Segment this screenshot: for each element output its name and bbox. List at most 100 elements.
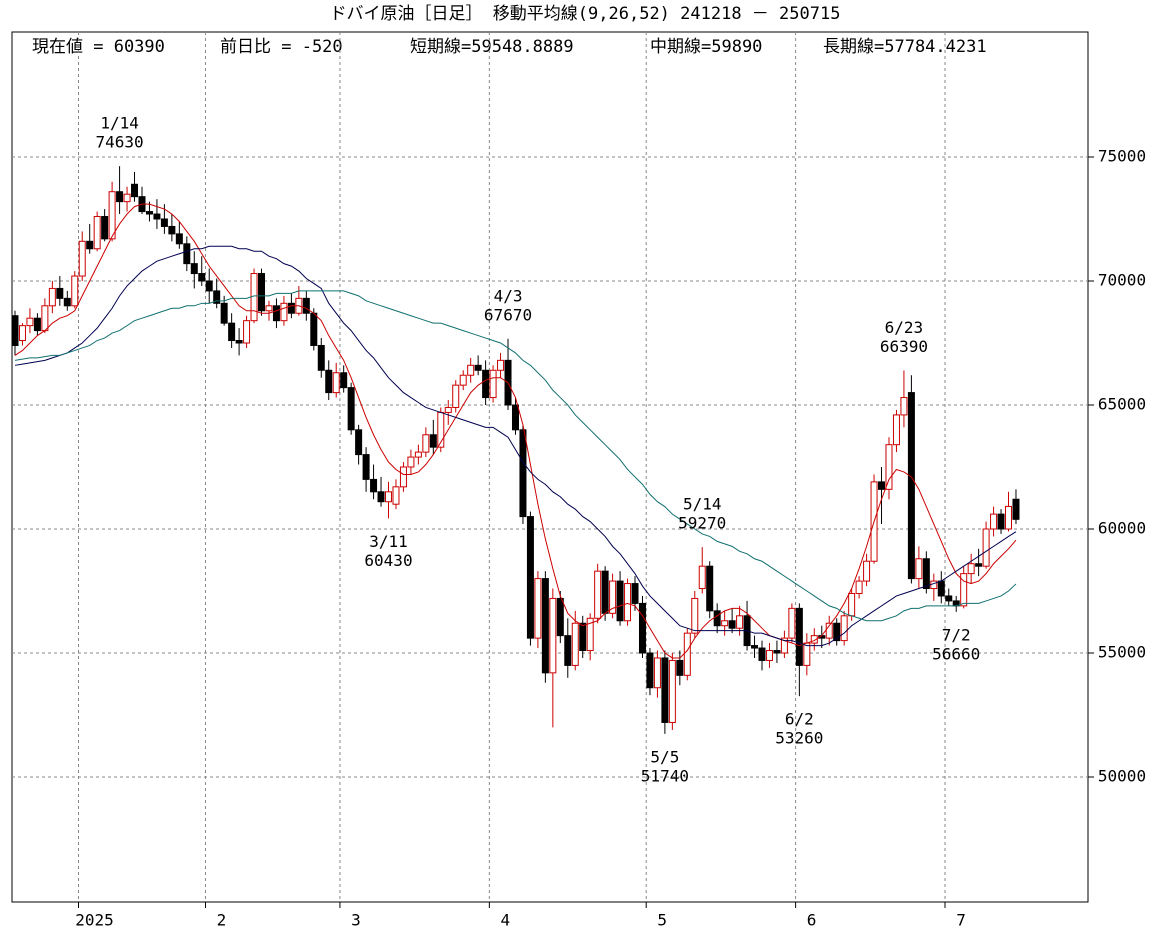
candle-body [497, 359, 505, 371]
x-tick-label: 2025 [75, 911, 114, 930]
candle-body [691, 597, 699, 634]
candle-body [123, 193, 131, 203]
candle-body [803, 642, 811, 666]
candle-body [661, 657, 669, 723]
candle-body [452, 384, 460, 408]
candle-body [698, 565, 706, 590]
candle-body [272, 305, 280, 322]
candle-body [594, 570, 602, 619]
candle-body [243, 320, 251, 344]
candle-body [1012, 498, 1020, 520]
candle-body [145, 211, 153, 215]
info-item: 長期線=57784.4231 [823, 37, 987, 57]
candle-body [728, 620, 736, 629]
y-tick-label: 60000 [1098, 519, 1146, 538]
candle-body [250, 273, 258, 322]
x-tick-label: 5 [657, 911, 667, 930]
y-tick-label: 65000 [1098, 394, 1146, 413]
candle-body [564, 635, 572, 666]
candle-body [1005, 505, 1013, 530]
annotation-value: 66390 [880, 337, 928, 356]
candle-body [833, 622, 841, 642]
candle-body [63, 297, 71, 307]
y-tick-label: 50000 [1098, 767, 1146, 786]
candle-body [878, 481, 886, 490]
candle-body [930, 580, 938, 590]
candle-body [683, 632, 691, 676]
candle-body [198, 273, 206, 282]
candle-body [825, 622, 833, 639]
annotation-date: 3/11 [369, 532, 408, 551]
candle-body [937, 580, 945, 597]
candle-body [848, 592, 856, 617]
candle-body [370, 478, 378, 493]
candle-body [810, 635, 818, 644]
candle-body [317, 344, 325, 371]
candle-body [86, 240, 94, 250]
candle-body [967, 563, 975, 575]
candle-body [489, 369, 497, 399]
candle-body [892, 414, 900, 446]
candle-body [706, 565, 714, 612]
candle-body [579, 622, 587, 652]
candle-body [765, 650, 773, 661]
candle-body [78, 240, 86, 277]
annotation-date: 5/5 [650, 747, 679, 766]
candle-body [668, 659, 676, 723]
candle-body [556, 597, 564, 637]
candle-body [422, 434, 430, 453]
candle-body [56, 287, 64, 299]
candle-body [205, 280, 213, 292]
plot-frame [11, 31, 1089, 903]
candle-body [855, 580, 863, 594]
candle-body [900, 397, 908, 416]
info-item: 中期線=59890 [650, 37, 762, 57]
candle-body [41, 305, 49, 332]
x-tick-label: 4 [501, 911, 511, 930]
candle-body [168, 225, 176, 235]
candle-body [773, 650, 781, 654]
candle-body [213, 290, 221, 304]
candle-body [549, 597, 557, 674]
moving-average-line [14, 290, 1017, 622]
candle-body [414, 451, 422, 458]
x-tick-label: 2 [217, 911, 227, 930]
candle-body [653, 657, 661, 689]
candle-body [93, 216, 101, 250]
info-item: 前日比 = -520 [220, 37, 343, 57]
y-tick-label: 75000 [1098, 146, 1146, 165]
annotation-date: 6/2 [785, 710, 814, 729]
annotation-value: 56660 [932, 644, 980, 663]
candle-body [624, 583, 632, 622]
candle-body [340, 372, 348, 389]
candle-body [751, 645, 759, 649]
candle-body [631, 583, 639, 604]
candle-body [33, 317, 41, 332]
candle-body [190, 263, 198, 275]
candle-body [108, 191, 116, 240]
candle-body [541, 578, 549, 674]
candle-body [885, 444, 893, 490]
candle-body [616, 580, 624, 622]
candle-body [721, 620, 729, 627]
candle-body [982, 528, 990, 567]
candle-body [601, 570, 609, 614]
candle-body [48, 287, 56, 307]
candle-body [915, 558, 923, 580]
annotation-value: 74630 [95, 133, 143, 152]
candle-body [280, 302, 288, 322]
y-tick-label: 55000 [1098, 643, 1146, 662]
candle-body [788, 607, 796, 639]
annotation-date: 5/14 [683, 495, 722, 514]
candle-body [975, 563, 983, 567]
candle-body [131, 183, 139, 198]
candle-body [116, 191, 124, 203]
annotation-date: 4/3 [494, 286, 523, 305]
candle-body [534, 578, 542, 639]
candle-body [11, 315, 19, 346]
candle-body [287, 302, 295, 314]
candle-body [646, 652, 654, 689]
candle-body [407, 456, 415, 468]
candle-body [922, 558, 930, 590]
